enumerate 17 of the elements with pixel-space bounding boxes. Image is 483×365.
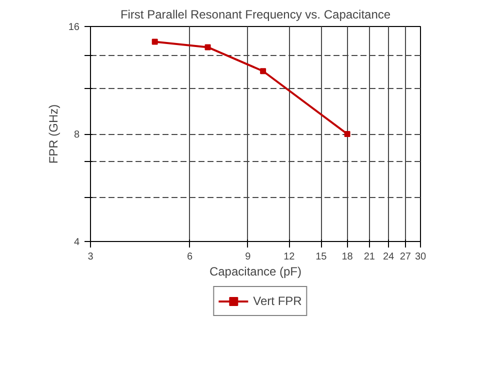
legend-label: Vert FPR xyxy=(253,294,302,308)
x-tick-label: 6 xyxy=(187,252,194,262)
x-tick-label: 27 xyxy=(400,252,412,262)
x-tick-label: 18 xyxy=(342,252,354,262)
y-axis-title: FPR (GHz) xyxy=(46,104,60,164)
chart-title: First Parallel Resonant Frequency vs. Capacitance xyxy=(120,8,391,22)
x-tick-label: 3 xyxy=(88,252,94,262)
x-tick-label: 24 xyxy=(382,252,395,262)
y-tick-label: 4 xyxy=(74,237,80,248)
y-tick-label: 8 xyxy=(74,130,80,140)
y-tick-label: 16 xyxy=(68,22,80,33)
x-tick-label: 15 xyxy=(316,252,328,262)
x-axis-title: Capacitance (pF) xyxy=(209,264,302,278)
x-tick-label: 9 xyxy=(245,252,252,262)
x-tick-label: 30 xyxy=(414,252,426,262)
x-tick-label: 12 xyxy=(284,252,296,262)
x-tick-label: 21 xyxy=(364,252,376,262)
